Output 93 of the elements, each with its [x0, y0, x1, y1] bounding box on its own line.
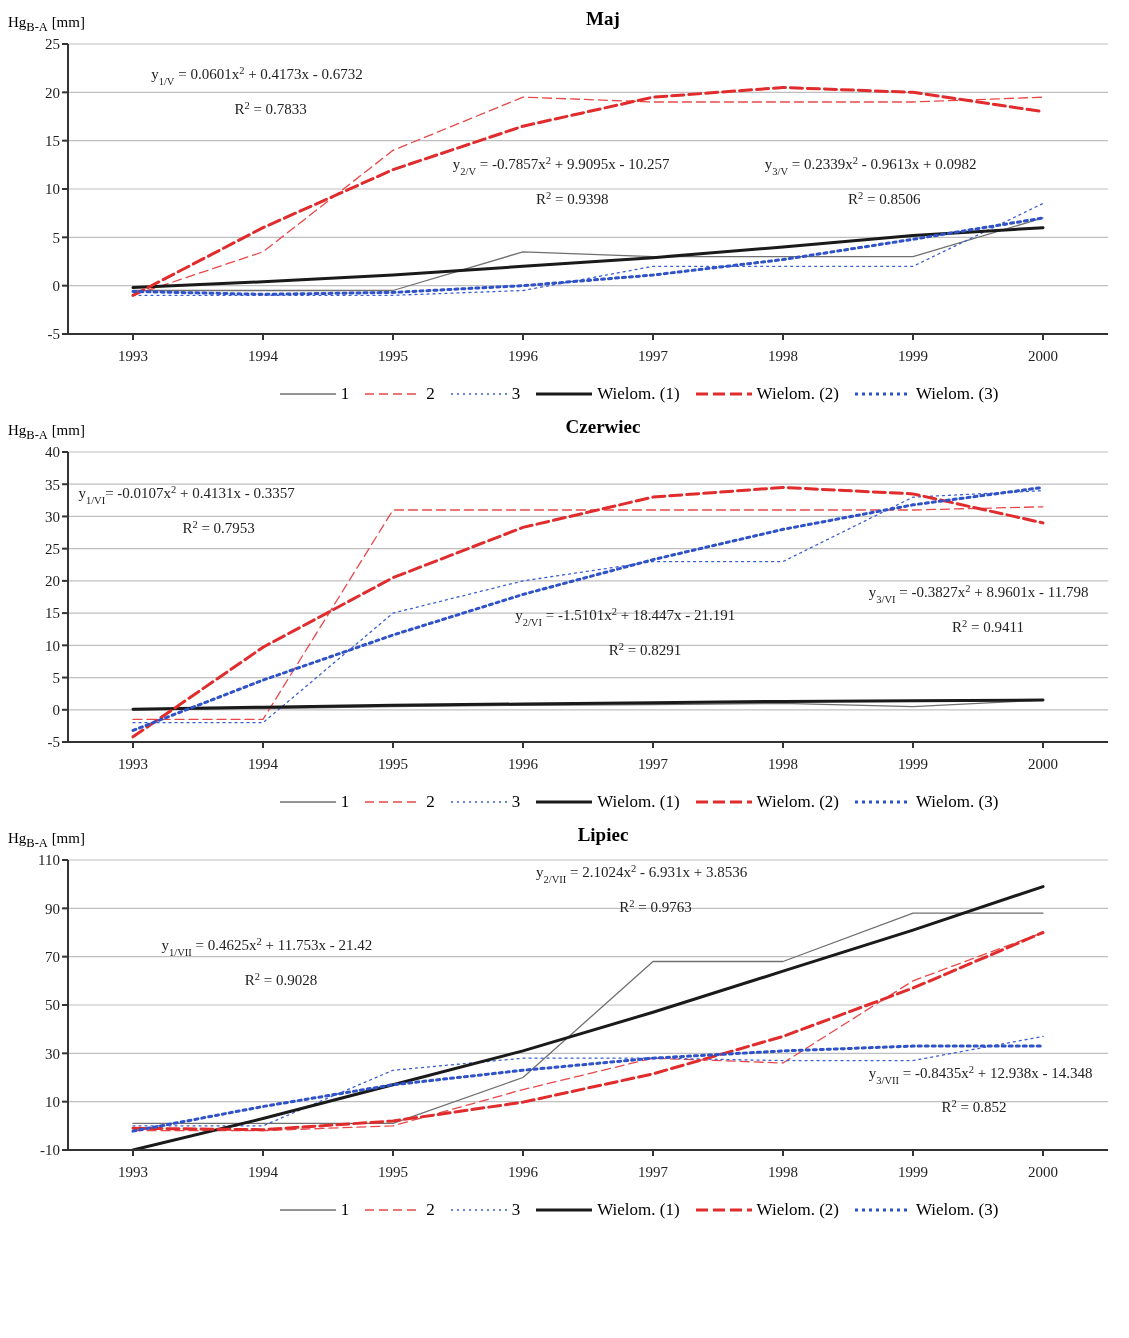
legend-label: 3 — [511, 792, 521, 812]
y-tick-label: 10 — [45, 181, 60, 198]
annotation: y$_{3/V}$ = 0.2339x$^{2}$ - 0.9613x + 0.0982 — [764, 154, 977, 177]
x-tick-label: 1994 — [248, 347, 279, 364]
y-tick-label: 0 — [52, 702, 60, 719]
annotation: R$^{2}$ = 0.852 — [941, 1097, 1007, 1116]
y-axis-title: Hg$_{B-A}$ [mm] — [8, 830, 85, 850]
line-series — [131, 1044, 1045, 1133]
legend-label: Wielom. (3) — [915, 384, 999, 404]
annotation: R$^{2}$ = 0.9028 — [244, 970, 318, 988]
x-tick-label: 2000 — [1028, 1163, 1058, 1180]
x-tick-label: 1993 — [118, 1163, 148, 1180]
y-tick-label: 90 — [45, 900, 60, 917]
annotation: y$_{1/V}$ = 0.0601x$^{2}$ + 0.4173x - 0.6732 — [151, 64, 363, 87]
y-tick-label: 50 — [45, 997, 60, 1014]
y-tick-label: 25 — [45, 36, 60, 53]
y-tick-label: -5 — [47, 734, 60, 751]
line-series — [132, 1035, 1044, 1127]
y-tick-label: 10 — [45, 637, 60, 654]
y-tick-label: -5 — [47, 326, 60, 343]
legend-label: Wielom. (3) — [915, 1200, 999, 1220]
legend-label: 3 — [511, 384, 521, 404]
x-tick-label: 1997 — [638, 347, 669, 364]
x-tick-label: 1999 — [898, 347, 928, 364]
x-tick-label: 1995 — [378, 1163, 408, 1180]
x-tick-label: 1997 — [638, 1163, 669, 1180]
y-tick-label: 110 — [38, 852, 60, 869]
line-series — [131, 885, 1045, 1150]
legend-label: 2 — [426, 792, 435, 812]
legend-label: Wielom. (1) — [597, 1200, 680, 1220]
x-tick-label: 1996 — [508, 347, 539, 364]
x-tick-label: 1998 — [768, 347, 798, 364]
annotation: y$_{1/VI}$= -0.0107x$^{2}$ + 0.4131x - 0.3357 — [78, 483, 296, 506]
y-tick-label: 5 — [52, 669, 60, 686]
y-tick-label: 15 — [45, 605, 60, 622]
y-tick-label: 30 — [45, 1045, 60, 1062]
x-tick-label: 1998 — [768, 1163, 798, 1180]
annotation: y$_{2/VI}$ = -1.5101x$^{2}$ + 18.447x - 21.191 — [515, 605, 736, 628]
y-tick-label: 20 — [45, 573, 60, 590]
legend-label: Wielom. (3) — [915, 792, 999, 812]
annotation: y$_{1/VII}$ = 0.4625x$^{2}$ + 11.753x - 21.42 — [161, 935, 373, 958]
x-tick-label: 1998 — [768, 755, 798, 772]
chart-title: Czerwiec — [565, 416, 641, 437]
annotation: y$_{3/VII}$ = -0.8435x$^{2}$ + 12.938x - 14.348 — [868, 1063, 1093, 1085]
annotation: y$_{2/VII}$ = 2.1024x$^{2}$ - 6.931x + 3.8536 — [536, 862, 748, 885]
y-tick-label: 5 — [52, 229, 60, 246]
x-tick-label: 2000 — [1028, 755, 1058, 772]
annotation: R$^{2}$ = 0.7953 — [182, 518, 255, 537]
annotation: y$_{2/V}$ = -0.7857x$^{2}$ + 9.9095x - 10.257 — [452, 154, 670, 177]
legend-label: 1 — [340, 384, 350, 404]
y-tick-label: -10 — [40, 1142, 60, 1159]
y-tick-label: 10 — [45, 1093, 60, 1110]
x-tick-label: 1994 — [248, 755, 279, 772]
chart-title: Lipiec — [577, 824, 629, 845]
legend-label: 2 — [426, 1200, 435, 1220]
y-tick-label: 70 — [45, 948, 60, 965]
y-tick-label: 0 — [52, 277, 60, 294]
y-tick-label: 15 — [45, 132, 60, 149]
y-tick-label: 40 — [45, 444, 60, 461]
y-tick-label: 30 — [45, 508, 60, 525]
annotation: R$^{2}$ = 0.9411 — [952, 617, 1024, 635]
annotation: R$^{2}$ = 0.8291 — [608, 640, 682, 658]
y-tick-label: 35 — [45, 476, 60, 493]
legend-label: Wielom. (2) — [756, 792, 839, 812]
annotation: R$^{2}$ = 0.7833 — [234, 99, 307, 117]
x-tick-label: 1997 — [638, 755, 669, 772]
annotation: R$^{2}$ = 0.8506 — [848, 189, 921, 207]
x-tick-label: 1999 — [898, 1163, 928, 1180]
legend-label: 1 — [340, 1200, 350, 1220]
legend-label: 2 — [426, 384, 435, 404]
legend-label: 1 — [340, 792, 350, 812]
x-tick-label: 1993 — [118, 347, 148, 364]
x-tick-label: 1999 — [898, 755, 928, 772]
annotation: R$^{2}$ = 0.9763 — [619, 897, 692, 916]
x-tick-label: 1995 — [378, 755, 408, 772]
legend-label: Wielom. (1) — [597, 792, 680, 812]
legend-label: 3 — [511, 1200, 521, 1220]
y-tick-label: 25 — [45, 540, 60, 557]
legend-label: Wielom. (2) — [756, 1200, 839, 1220]
annotation: R$^{2}$ = 0.9398 — [536, 189, 609, 207]
y-axis-title: Hg$_{B-A}$ [mm] — [8, 14, 85, 34]
legend-label: Wielom. (2) — [756, 384, 839, 404]
y-axis-title: Hg$_{B-A}$ [mm] — [8, 422, 85, 442]
x-tick-label: 1993 — [118, 755, 148, 772]
chart-title: Maj — [586, 8, 620, 29]
y-tick-label: 20 — [45, 84, 60, 101]
annotation: y$_{3/VI}$ = -0.3827x$^{2}$ + 8.9601x - 11.798 — [868, 582, 1089, 605]
x-tick-label: 1996 — [508, 1163, 539, 1180]
x-tick-label: 1994 — [248, 1163, 279, 1180]
legend-label: Wielom. (1) — [597, 384, 680, 404]
x-tick-label: 1995 — [378, 347, 408, 364]
x-tick-label: 2000 — [1028, 347, 1058, 364]
x-tick-label: 1996 — [508, 755, 539, 772]
